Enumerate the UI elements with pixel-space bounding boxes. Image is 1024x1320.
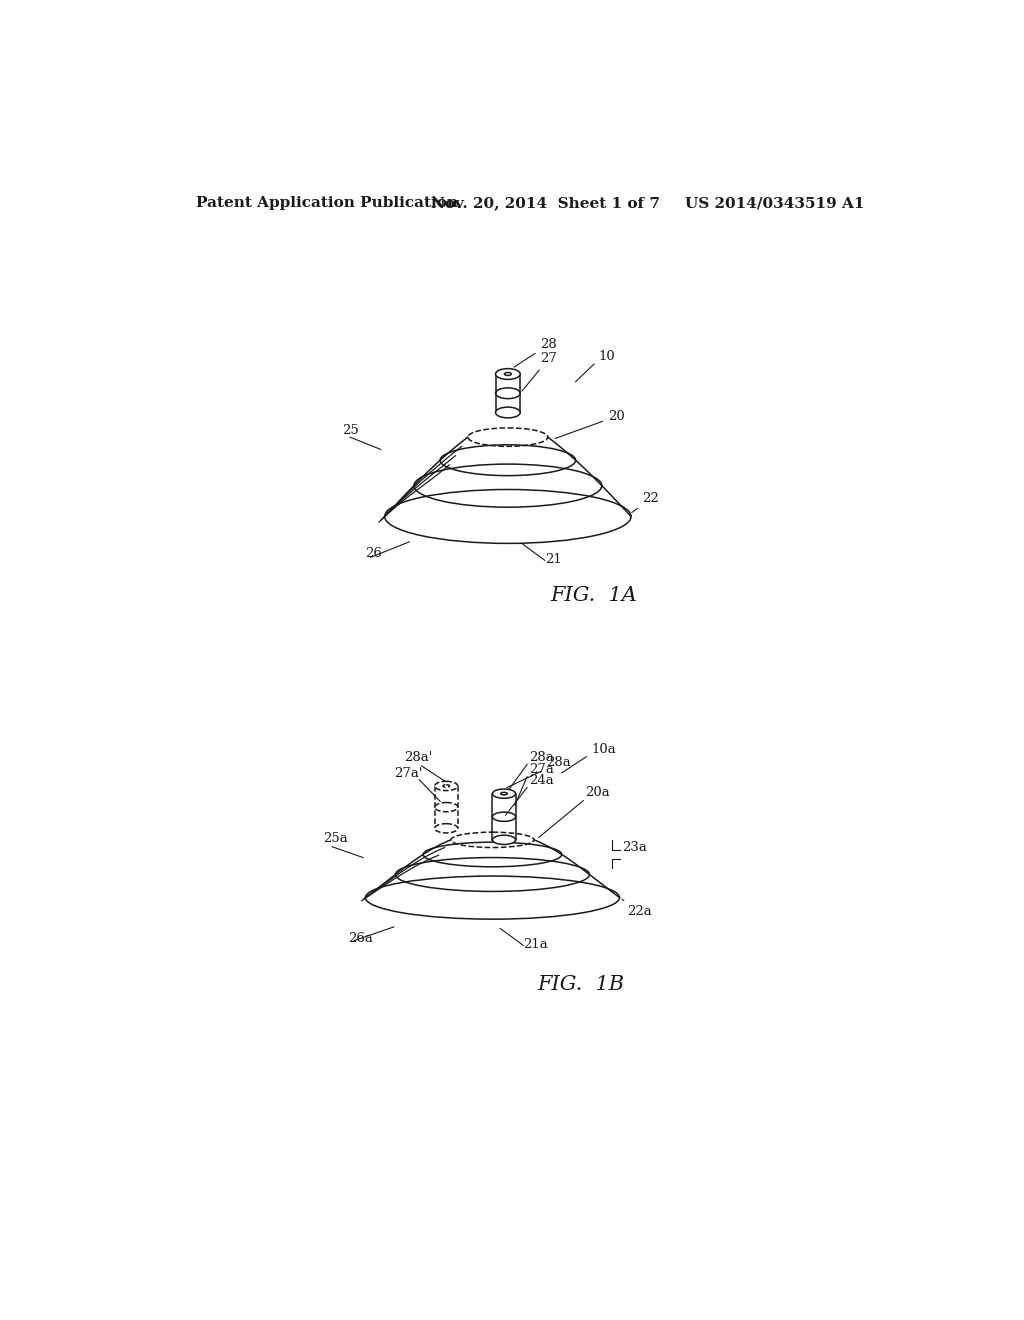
Text: FIG.  1B: FIG. 1B	[538, 975, 625, 994]
Ellipse shape	[496, 368, 520, 379]
Ellipse shape	[435, 824, 458, 833]
Text: 22a: 22a	[622, 899, 652, 917]
Text: 22: 22	[632, 492, 659, 512]
Ellipse shape	[435, 781, 458, 791]
Ellipse shape	[493, 789, 515, 799]
Text: 10a: 10a	[591, 743, 615, 756]
Text: 10: 10	[599, 350, 615, 363]
Text: 20: 20	[555, 409, 625, 438]
Text: 20a: 20a	[585, 785, 609, 799]
Text: 26a: 26a	[348, 932, 373, 945]
Text: 21a: 21a	[523, 937, 548, 950]
Text: 25: 25	[342, 424, 359, 437]
Text: 25a: 25a	[323, 832, 348, 845]
Text: 28: 28	[514, 338, 557, 367]
Text: 27: 27	[522, 352, 557, 391]
Text: 28a': 28a'	[403, 751, 432, 764]
Text: 23a: 23a	[622, 841, 647, 854]
Text: US 2014/0343519 A1: US 2014/0343519 A1	[685, 197, 864, 210]
Text: 24a: 24a	[528, 775, 553, 788]
Text: 27a': 27a'	[394, 767, 423, 780]
Text: 28a: 28a	[528, 751, 553, 764]
Ellipse shape	[496, 407, 520, 418]
Text: 26: 26	[366, 548, 382, 560]
Text: 28a: 28a	[507, 756, 571, 788]
Text: FIG.  1A: FIG. 1A	[550, 586, 637, 605]
Text: 27a: 27a	[528, 763, 554, 776]
Ellipse shape	[493, 836, 515, 845]
Text: Patent Application Publication: Patent Application Publication	[196, 197, 458, 210]
Text: Nov. 20, 2014  Sheet 1 of 7: Nov. 20, 2014 Sheet 1 of 7	[431, 197, 659, 210]
Text: 21: 21	[545, 553, 561, 566]
